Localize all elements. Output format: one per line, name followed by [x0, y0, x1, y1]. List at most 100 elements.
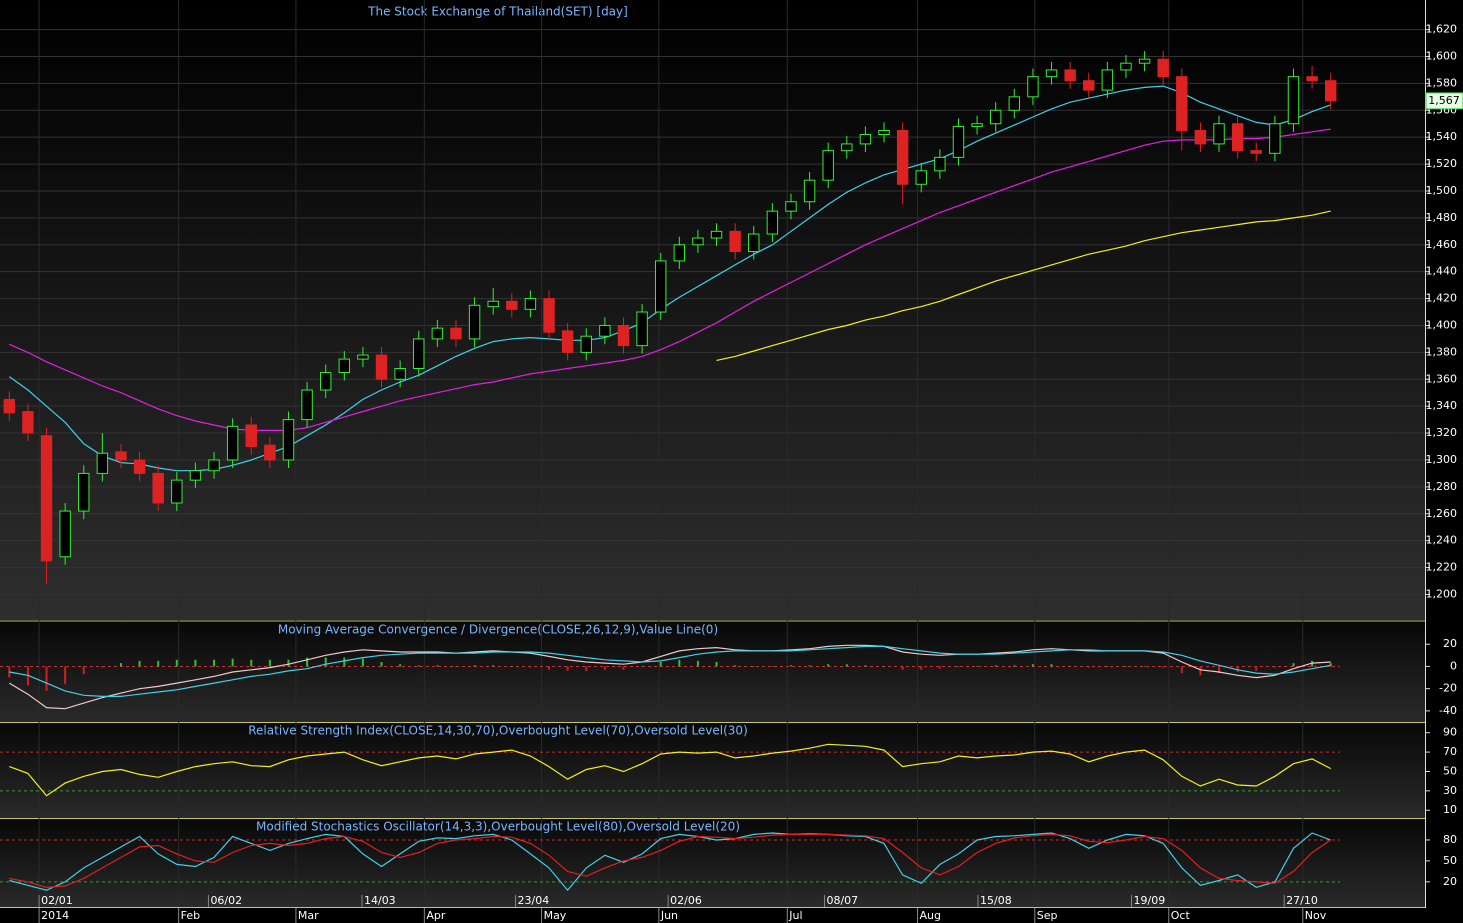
panel-title: The Stock Exchange of Thailand(SET) [day… — [367, 5, 628, 19]
y-tick-label: 1,600 — [1426, 49, 1458, 62]
histogram-bar — [231, 658, 234, 667]
candle-body — [673, 244, 686, 262]
histogram-bar — [1199, 666, 1202, 676]
histogram-bar — [1013, 665, 1016, 667]
x-tick-label: Sep — [1037, 909, 1058, 922]
y-tick-label: 1,260 — [1426, 507, 1458, 520]
candle-body — [524, 298, 537, 310]
candle-body — [1306, 76, 1318, 82]
y-tick-label: 50 — [1443, 854, 1457, 867]
histogram-bar — [157, 660, 160, 667]
candle-body — [1157, 58, 1169, 78]
series-line — [716, 210, 1331, 361]
candle-body — [171, 479, 183, 504]
candle-body — [115, 451, 127, 461]
y-tick-label: 1,300 — [1426, 453, 1458, 466]
histogram-bar — [1273, 666, 1276, 668]
candle-body — [3, 398, 16, 414]
histogram-bar — [119, 663, 122, 667]
histogram-bar — [417, 665, 420, 667]
candle-body — [952, 125, 965, 158]
candle-body — [859, 133, 872, 145]
histogram-bar — [175, 659, 178, 667]
x-tick-label: Mar — [298, 909, 319, 922]
x-tick-label: 08/07 — [826, 894, 858, 907]
x-tick-label: 27/10 — [1286, 894, 1318, 907]
histogram-bar — [696, 660, 699, 667]
histogram-bar — [343, 657, 346, 667]
x-tick-label: Aug — [920, 909, 941, 922]
histogram-bar — [622, 666, 625, 670]
histogram-bar — [268, 659, 271, 667]
histogram-bar — [287, 659, 290, 667]
histogram-bar — [1218, 666, 1221, 674]
candle-body — [1287, 76, 1300, 125]
histogram-bar — [715, 662, 718, 667]
x-tick-label: Apr — [426, 909, 446, 922]
y-tick-label: 1,400 — [1426, 318, 1458, 331]
y-tick-label: 1,460 — [1426, 238, 1458, 251]
candle-body — [1231, 123, 1244, 152]
histogram-bar — [771, 666, 774, 667]
histogram-bar — [399, 664, 402, 667]
histogram-bar — [1050, 664, 1053, 667]
x-tick-label: 02/06 — [670, 894, 702, 907]
histogram-bar — [920, 666, 923, 670]
candle-body — [803, 179, 816, 203]
x-tick-label: Feb — [181, 909, 200, 922]
candle-body — [1176, 76, 1188, 131]
histogram-bar — [864, 665, 867, 667]
histogram-bar — [454, 666, 457, 667]
histogram-bar — [548, 666, 551, 670]
candle-body — [152, 472, 164, 504]
histogram-bar — [789, 665, 792, 667]
candle-body — [245, 424, 257, 448]
rsi-panel — [0, 723, 1425, 818]
histogram-bar — [380, 662, 383, 667]
candle-body — [1324, 80, 1337, 102]
candle-body — [1213, 123, 1225, 145]
histogram-bar — [1329, 663, 1332, 667]
histogram-bar — [250, 659, 253, 667]
y-tick-label: 1,340 — [1426, 399, 1458, 412]
y-tick-label: 0 — [1450, 659, 1457, 672]
candle-body — [338, 358, 351, 374]
y-tick-label: 1,240 — [1426, 534, 1458, 547]
x-tick-label: May — [544, 909, 567, 922]
candle-body — [934, 156, 946, 172]
candle-body — [971, 123, 983, 127]
candle-body — [766, 210, 779, 235]
histogram-bar — [641, 666, 644, 667]
candle-body — [580, 335, 592, 353]
candle-body — [710, 230, 723, 239]
candle-body — [1194, 129, 1207, 145]
candle-body — [78, 472, 90, 512]
x-tick-label: Jul — [788, 909, 802, 922]
stoch-panel — [0, 819, 1425, 907]
histogram-bar — [827, 664, 830, 667]
x-tick-label: 02/01 — [41, 894, 73, 907]
candle-body — [264, 444, 276, 461]
candle-body — [282, 419, 295, 461]
histogram-bar — [306, 657, 309, 667]
histogram-bar — [213, 659, 216, 667]
candle-body — [1045, 69, 1058, 78]
candle-body — [375, 354, 388, 380]
y-tick-label: 1,420 — [1426, 292, 1458, 305]
candle-body — [989, 109, 1002, 125]
histogram-bar — [808, 665, 811, 667]
y-tick-label: 1,220 — [1426, 561, 1458, 574]
y-tick-label: 10 — [1443, 803, 1457, 816]
x-tick-label: 14/03 — [364, 894, 396, 907]
histogram-bar — [529, 666, 532, 668]
candle-body — [394, 368, 406, 380]
candle-body — [896, 129, 909, 185]
y-tick-label: 1,520 — [1426, 157, 1458, 170]
candle-body — [822, 150, 834, 181]
x-tick-label: 19/09 — [1134, 894, 1166, 907]
candle-body — [357, 354, 369, 360]
x-tick-label: Oct — [1171, 909, 1191, 922]
y-tick-label: 90 — [1443, 726, 1457, 739]
histogram-bar — [1180, 666, 1183, 674]
candle-body — [96, 452, 109, 474]
